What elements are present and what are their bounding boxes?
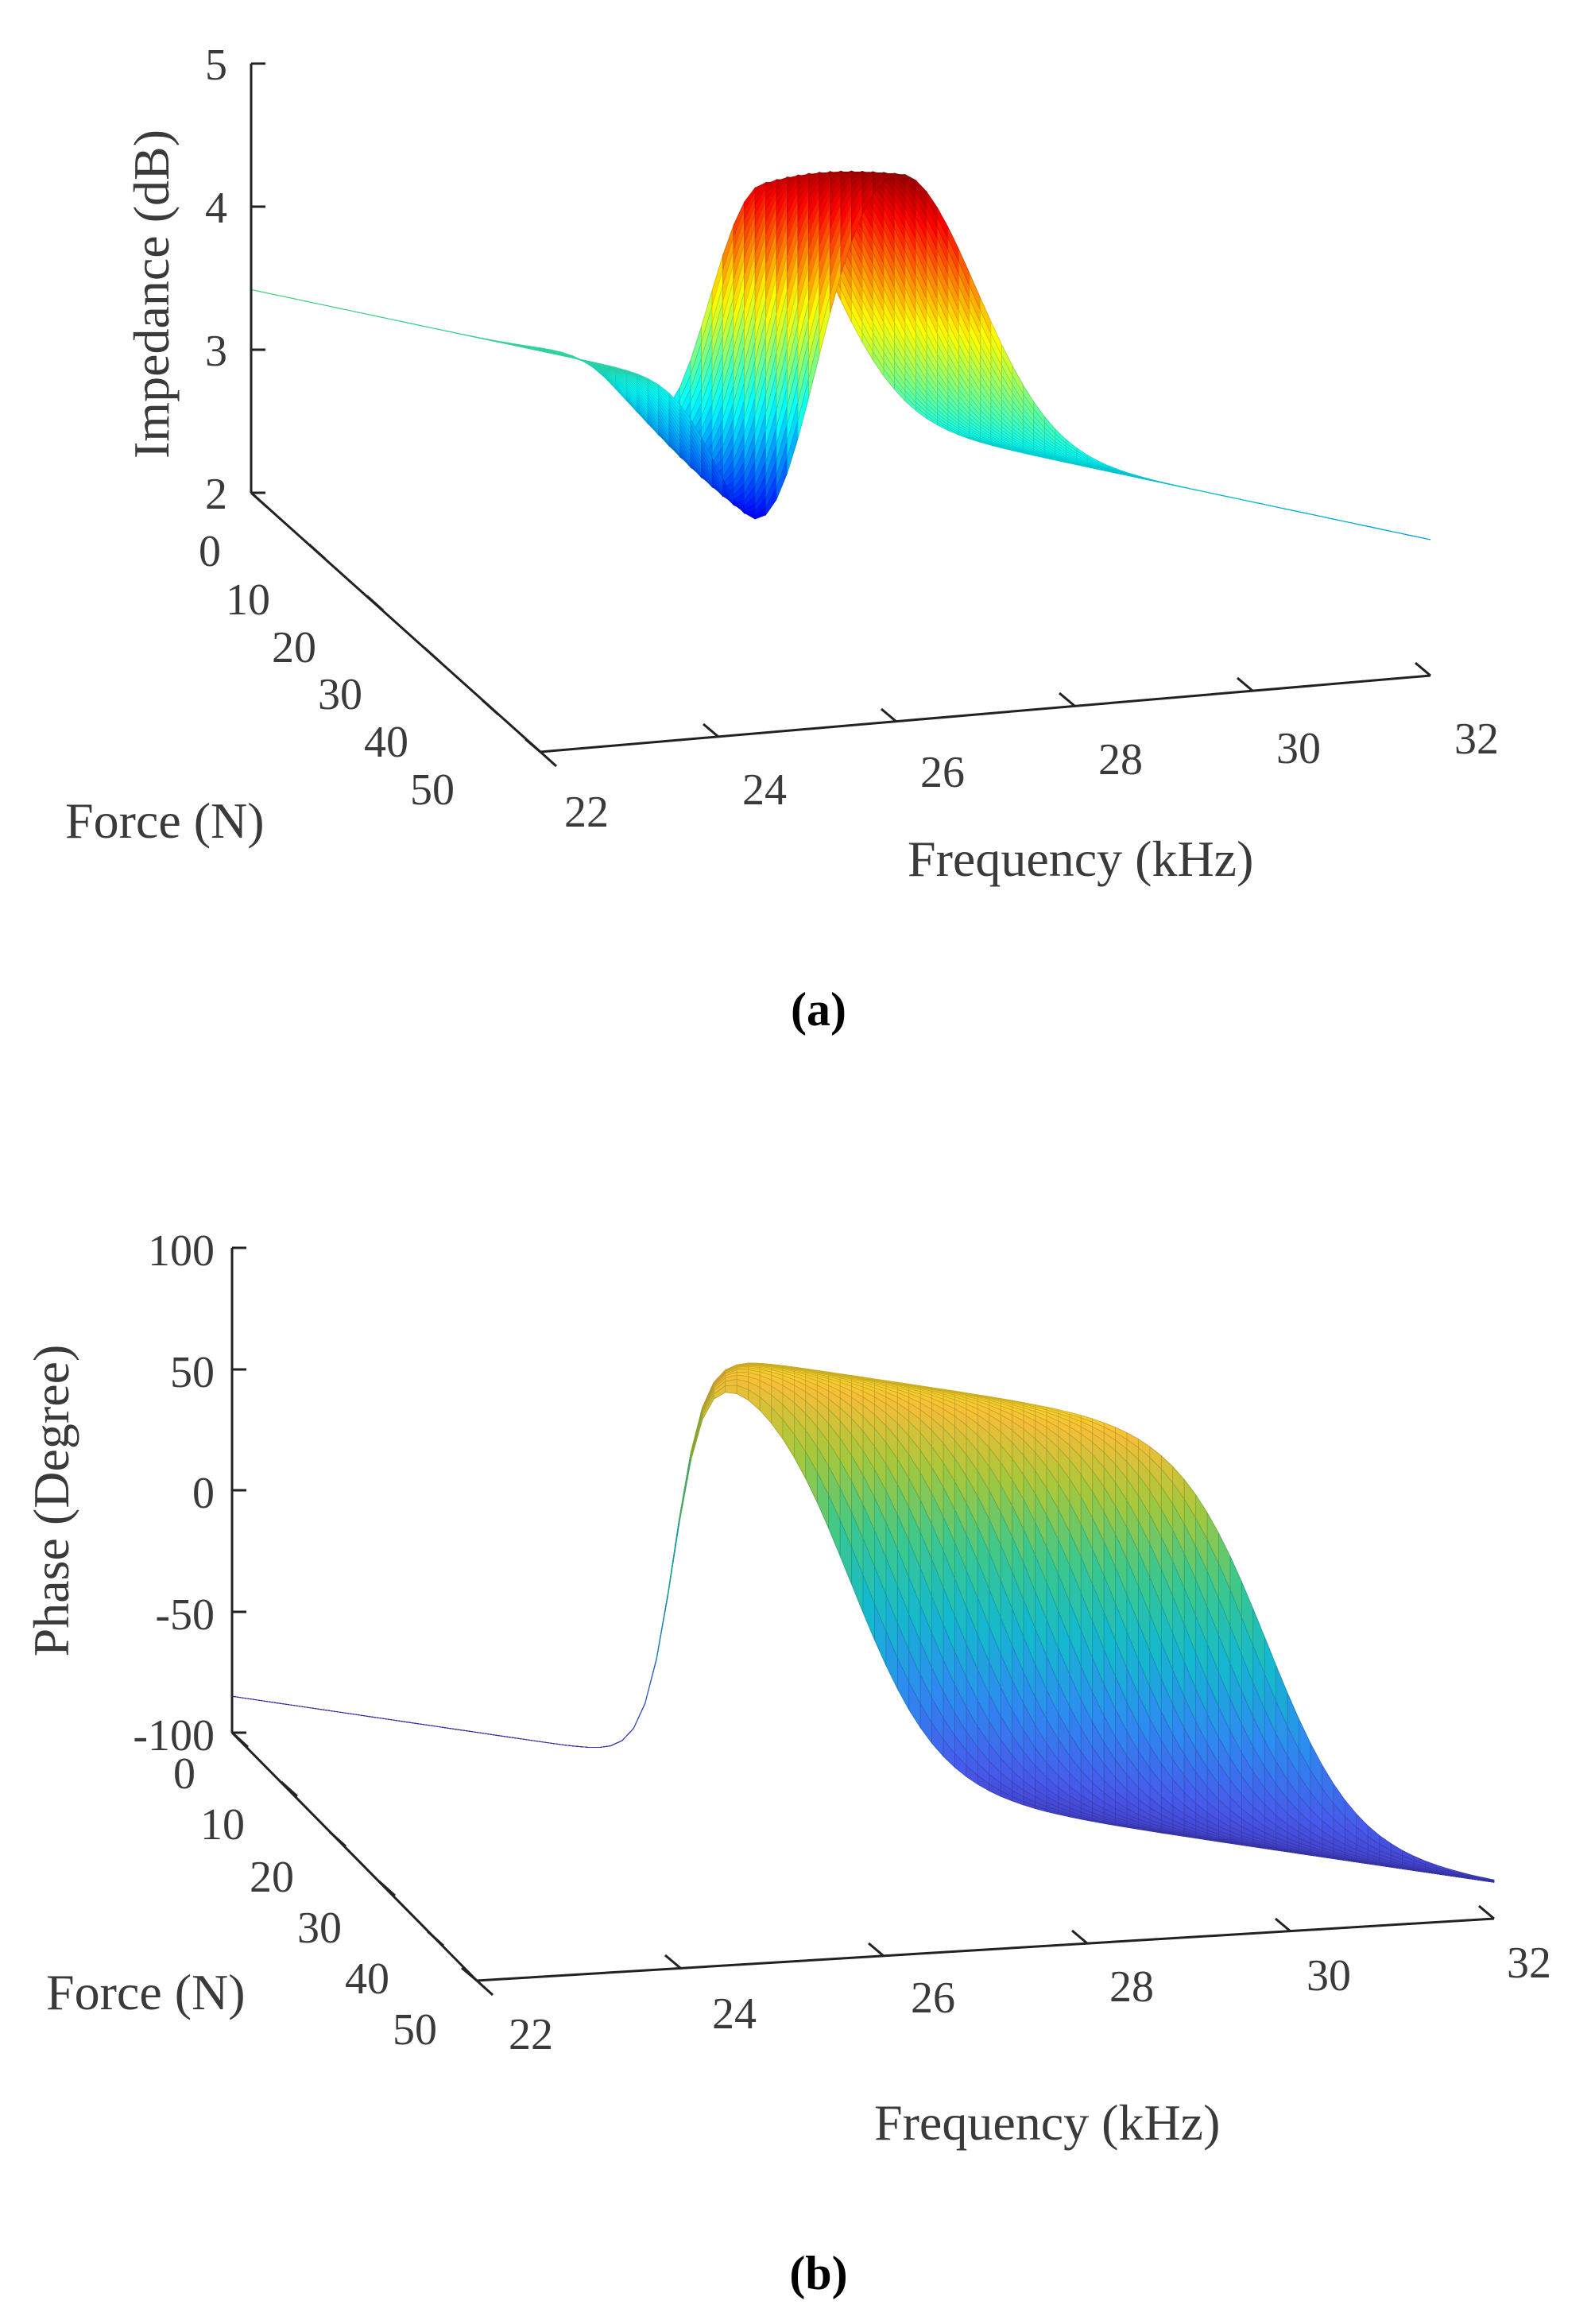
surface-cell (1269, 505, 1281, 509)
force-tick (308, 543, 327, 560)
surface-cell (379, 316, 391, 320)
force-tick-label: 30 (318, 670, 362, 719)
frequency-tick-label: 28 (1098, 735, 1143, 784)
z-tick-label: 4 (205, 184, 227, 233)
surface-cell (433, 327, 444, 331)
force-tick (250, 491, 269, 509)
surface-cell (1323, 517, 1334, 520)
surface-cell (1259, 502, 1270, 506)
frequency-tick-label: 24 (742, 765, 787, 815)
surface-cell (1334, 518, 1345, 522)
force-tick (423, 646, 442, 664)
surface-cell (1291, 509, 1303, 513)
frequency-tick (1237, 676, 1253, 692)
impedance-surface (250, 170, 1431, 540)
panel-a-label: (a) (791, 983, 846, 1036)
surface-cell (1398, 533, 1410, 536)
force-tick-label: 20 (272, 623, 316, 672)
force-tick (539, 750, 558, 768)
surface-cell (250, 289, 262, 292)
z-tick-label: 3 (205, 327, 227, 376)
frequency-tick (1415, 661, 1431, 677)
impedance-axes: 5 4 3 2 0 10 20 30 40 50 22 24 26 28 (199, 41, 1499, 837)
force-tick-label: 40 (364, 718, 408, 767)
surface-cell (1205, 491, 1217, 495)
frequency-tick-label: 26 (920, 748, 965, 797)
force-tick (481, 699, 500, 716)
force-tick-label: 50 (410, 765, 455, 815)
surface-cell (369, 314, 380, 318)
surface-cell (1408, 534, 1420, 538)
surface-cell (336, 307, 348, 311)
surface-cell (272, 293, 284, 297)
surface-cell (1302, 512, 1313, 515)
surface-cell (1345, 521, 1356, 525)
surface-cell (465, 335, 477, 338)
surface-cell (1366, 525, 1377, 529)
surface-cell (1237, 498, 1248, 502)
surface-cell (422, 325, 434, 329)
surface-cell (1172, 484, 1184, 488)
surface-cell (1162, 482, 1174, 486)
surface-cell (412, 323, 423, 327)
force-tick (366, 595, 385, 612)
impedance-surface-plot: 5 4 3 2 0 10 20 30 40 50 22 24 26 28 (65, 41, 1499, 1036)
phase-surface (231, 1362, 1495, 1883)
z-tick-label: 2 (205, 470, 227, 519)
surface-cell (1280, 507, 1291, 511)
frequency-tick (881, 707, 897, 723)
frequency-tick (703, 722, 719, 738)
frequency-tick-label: 30 (1276, 724, 1321, 773)
surface-cell (1387, 530, 1399, 533)
surface-cell (1216, 494, 1227, 497)
frequency-tick (1059, 691, 1075, 707)
surface-cell (326, 305, 337, 308)
surface-cell (1355, 523, 1367, 527)
z-tick-label: 5 (205, 41, 227, 90)
frequency-axis-label: Frequency (kHz) (908, 831, 1253, 887)
surface-cell (1183, 486, 1195, 490)
surface-cell (1376, 528, 1388, 531)
force-tick-label: 0 (199, 527, 221, 576)
force-axis-label: Force (N) (65, 792, 265, 849)
surface-cell (1194, 489, 1206, 493)
surface-cell (261, 291, 273, 295)
surface-cell (283, 296, 295, 300)
surface-cell (1312, 514, 1324, 517)
surface-cell (390, 319, 401, 322)
surface-cell (1419, 536, 1431, 540)
force-tick-label: 10 (226, 575, 270, 625)
surface-cell (401, 321, 412, 324)
surface-cell (293, 298, 305, 302)
surface-cell (1248, 501, 1260, 504)
surface-cell (1226, 496, 1238, 499)
surface-cell (347, 309, 358, 313)
frequency-tick-label: 22 (564, 788, 609, 837)
z-axis-label: Impedance (dB) (123, 130, 180, 459)
surface-cell (443, 330, 455, 334)
frequency-axis-line (540, 674, 1431, 753)
frequency-tick (525, 738, 541, 753)
surface-cell (304, 300, 315, 304)
surface-cell (358, 312, 370, 316)
surface-cell (455, 332, 466, 335)
phase-surface-plot: 100 50 0 -50 -100 0 10 20 30 40 50 22 24 (23, 1226, 1551, 2299)
frequency-tick-label: 32 (1454, 715, 1499, 764)
surface-cell (315, 303, 327, 306)
